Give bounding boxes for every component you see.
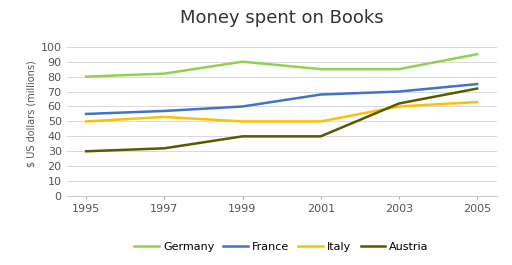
Title: Money spent on Books: Money spent on Books (180, 10, 383, 28)
France (474, 82, 480, 86)
Austria (83, 150, 89, 153)
Line: Germany: Germany (86, 54, 477, 77)
France (396, 90, 402, 93)
Germany (240, 60, 246, 63)
Germany (396, 68, 402, 71)
Germany (161, 72, 167, 75)
Y-axis label: $ US dollars (millions): $ US dollars (millions) (27, 61, 36, 167)
Austria (240, 135, 246, 138)
France (83, 112, 89, 116)
Italy (317, 120, 324, 123)
Line: France: France (86, 84, 477, 114)
Italy (396, 105, 402, 108)
Italy (161, 115, 167, 118)
Italy (83, 120, 89, 123)
Austria (474, 87, 480, 90)
Italy (474, 100, 480, 104)
France (161, 109, 167, 113)
Austria (396, 102, 402, 105)
France (317, 93, 324, 96)
Austria (161, 147, 167, 150)
Germany (317, 68, 324, 71)
Italy (240, 120, 246, 123)
Line: Italy: Italy (86, 102, 477, 121)
Line: Austria: Austria (86, 89, 477, 151)
Germany (83, 75, 89, 78)
Legend: Germany, France, Italy, Austria: Germany, France, Italy, Austria (130, 238, 433, 257)
Austria (317, 135, 324, 138)
France (240, 105, 246, 108)
Germany (474, 53, 480, 56)
